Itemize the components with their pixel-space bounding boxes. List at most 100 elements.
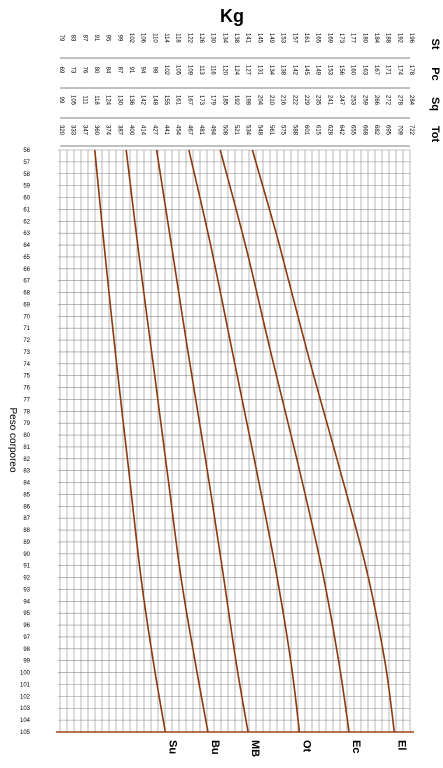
scale-tick-label: 400 [128, 125, 134, 136]
scale-tick-label: 87 [116, 67, 122, 74]
scale-tick-label: 615 [315, 125, 321, 136]
scale-tick-label: 95 [105, 35, 111, 42]
scale-tick-label: 347 [81, 125, 87, 136]
scale-tick-label: 157 [291, 33, 297, 44]
y-tick-label: 103 [20, 706, 31, 712]
scale-tick-label: 192 [396, 33, 402, 44]
scale-tick-label: 149 [315, 65, 321, 76]
scale-tick-label: 160 [350, 65, 356, 76]
scale-tick-label: 102 [128, 33, 134, 44]
series-line-el [251, 149, 396, 733]
y-tick-label: 77 [23, 397, 30, 403]
y-tick-label: 58 [23, 172, 30, 178]
scale-tick-label: 575 [280, 125, 286, 136]
scale-tick-label: 145 [256, 33, 262, 44]
scale-tick-label: 124 [105, 95, 111, 106]
scale-tick-label: 124 [233, 65, 239, 76]
y-tick-label: 62 [23, 219, 30, 225]
scale-tick-label: 91 [128, 67, 134, 74]
y-tick-label: 87 [23, 516, 30, 522]
y-tick-label: 68 [23, 291, 30, 297]
scale-tick-label: 180 [361, 33, 367, 44]
y-tick-label: 79 [23, 421, 30, 427]
scale-tick-label: 153 [280, 33, 286, 44]
y-tick-label: 95 [23, 611, 30, 617]
scale-tick-label: 204 [256, 95, 262, 106]
y-tick-label: 101 [20, 682, 31, 688]
class-label-bu: Bu [209, 740, 221, 755]
scale-tick-label: 601 [303, 125, 309, 136]
scale-tick-label: 174 [396, 65, 402, 76]
scale-tick-label: 284 [408, 95, 414, 106]
scale-tick-label: 521 [233, 125, 239, 136]
y-tick-label: 104 [20, 718, 31, 724]
y-tick-label: 100 [20, 671, 31, 677]
y-tick-label: 83 [23, 469, 30, 475]
y-tick-label: 92 [23, 576, 30, 582]
scale-tick-label: 266 [373, 95, 379, 106]
scale-tick-label: 173 [198, 95, 204, 106]
y-tick-label: 75 [23, 374, 30, 380]
y-tick-label: 65 [23, 255, 30, 261]
scale-tick-label: 167 [373, 65, 379, 76]
y-axis-label: Peso corporeo [7, 407, 18, 472]
scale-tick-label: 508 [221, 125, 227, 136]
y-tick-label: 74 [23, 362, 30, 368]
scale-tick-label: 102 [163, 65, 169, 76]
scale-tick-label: 84 [105, 67, 111, 74]
scale-tick-label: 113 [198, 65, 204, 75]
scale-tick-label: 130 [210, 33, 216, 44]
top-scales: 79 83 87 91 95 99 102 106 110 114 118 122 126 130 134 1… [58, 33, 441, 147]
scale-tick-label: 185 [221, 95, 227, 106]
scale-tick-label: 111 [81, 95, 87, 105]
y-tick-label: 80 [23, 433, 30, 439]
scale-tick-label: 73 [70, 67, 76, 74]
y-tick-label: 90 [23, 552, 30, 558]
y-tick-label: 97 [23, 635, 30, 641]
scale-tick-label: 138 [233, 33, 239, 44]
chart-title: Kg [220, 6, 244, 26]
scale-tick-label: 494 [210, 125, 216, 136]
scale-tick-label: 167 [186, 95, 192, 106]
scale-tick-label: 141 [245, 33, 251, 44]
scale-tick-label: 682 [373, 125, 379, 136]
y-tick-label: 102 [20, 694, 31, 700]
scale-tick-label: 259 [361, 95, 367, 106]
scale-tick-label: 131 [256, 65, 262, 76]
scale-tick-label: 534 [245, 125, 251, 136]
series-line-ec [219, 149, 350, 733]
scale-tick-label: 333 [70, 125, 76, 136]
scale-tick-label: 134 [221, 33, 227, 44]
scale-tick-label: 163 [361, 65, 367, 76]
scale-tick-label: 722 [408, 125, 414, 136]
scale-tick-label: 588 [291, 125, 297, 136]
y-tick-label: 93 [23, 587, 30, 593]
scale-tick-label: 467 [186, 125, 192, 136]
scale-tick-label: 210 [268, 95, 274, 106]
scale-name: St [429, 39, 441, 50]
scale-tick-label: 561 [268, 125, 274, 136]
scale-tick-label: 161 [175, 95, 181, 106]
scale-tick-label: 120 [221, 65, 227, 76]
scale-tick-label: 99 [116, 35, 122, 42]
scale-tick-label: 427 [151, 125, 157, 136]
y-tick-label: 63 [23, 231, 30, 237]
scale-tick-label: 668 [361, 125, 367, 136]
scale-tick-label: 628 [326, 125, 332, 136]
y-tick-label: 84 [23, 481, 30, 487]
scale-tick-label: 272 [385, 95, 391, 106]
scale-tick-label: 360 [93, 125, 99, 136]
scale-tick-label: 235 [315, 95, 321, 106]
scale-tick-label: 116 [210, 65, 216, 75]
scale-tick-label: 188 [385, 33, 391, 44]
scale-tick-label: 126 [198, 33, 204, 44]
scale-tick-label: 481 [198, 125, 204, 136]
y-tick-label: 98 [23, 647, 30, 653]
y-tick-label: 73 [23, 350, 30, 356]
scale-tick-label: 216 [280, 95, 286, 106]
scale-tick-label: 109 [186, 65, 192, 76]
y-tick-label: 76 [23, 386, 30, 392]
y-tick-label: 70 [23, 314, 30, 320]
y-tick-label: 66 [23, 267, 30, 273]
y-tick-label: 85 [23, 492, 30, 498]
